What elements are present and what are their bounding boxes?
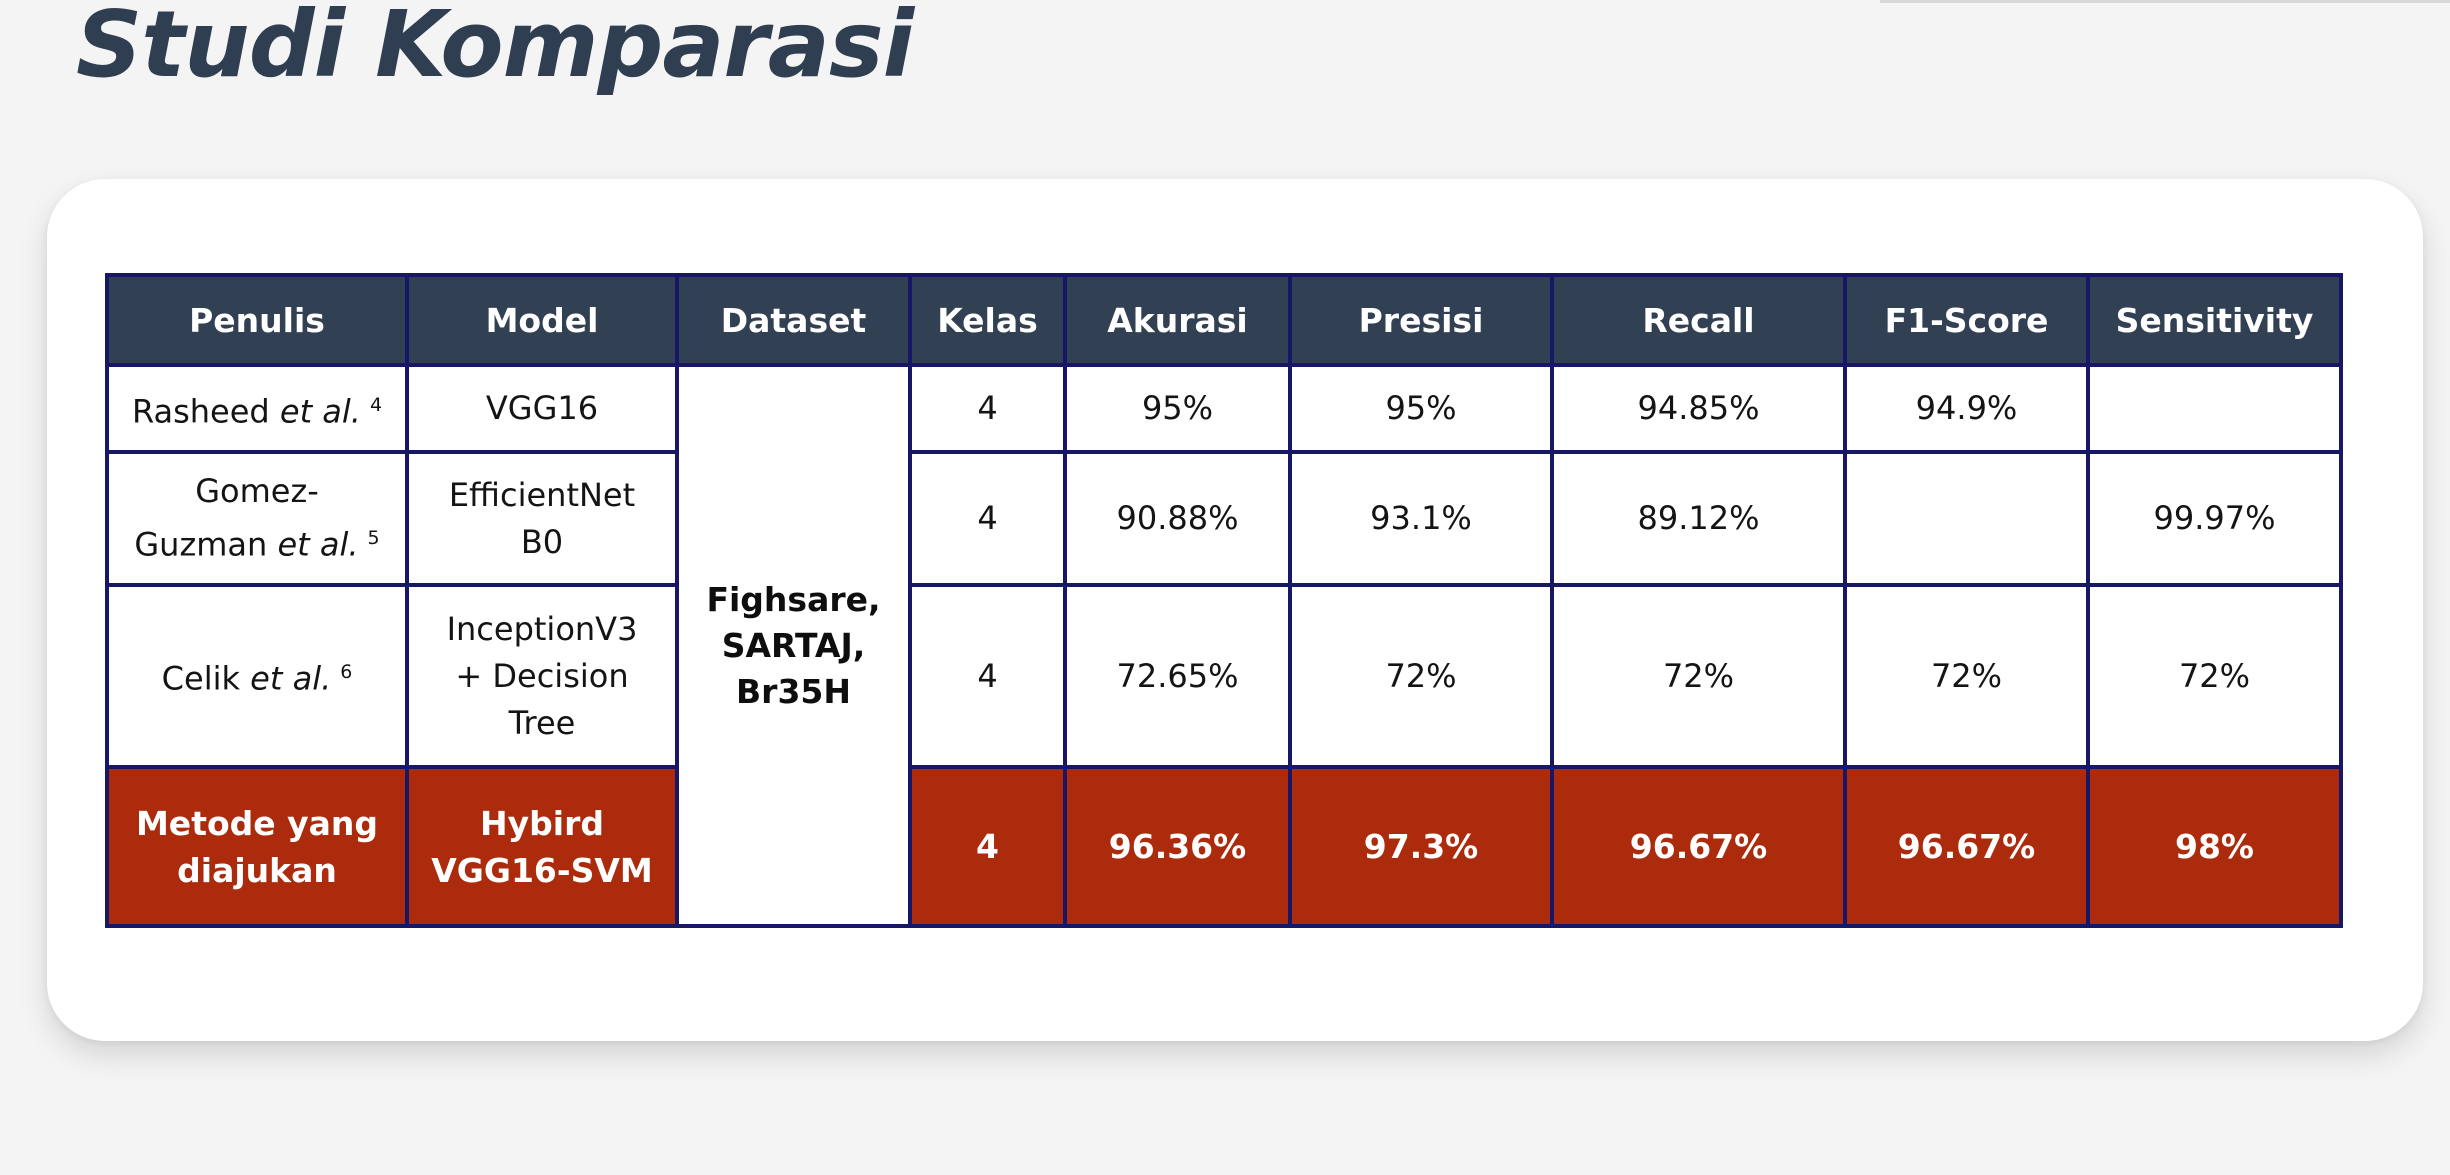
reference-number: 5: [367, 527, 380, 550]
model-name: VGG16-SVM: [431, 850, 653, 890]
recall-cell: 89.12%: [1550, 450, 1847, 587]
model-cell: Hybird VGG16-SVM: [405, 765, 679, 928]
model-cell: InceptionV3 + Decision Tree: [405, 583, 679, 769]
page-title: Studi Komparasi: [76, 0, 914, 98]
header-penulis: Penulis: [105, 273, 409, 367]
sensitivity-cell: 72%: [2086, 583, 2343, 769]
model-name: InceptionV3: [446, 609, 638, 648]
akurasi-cell: 72.65%: [1063, 583, 1292, 769]
presisi-cell: 95%: [1288, 363, 1554, 454]
author-name: Guzman: [134, 525, 268, 564]
author-cell: Rasheed et al. 4: [105, 363, 409, 454]
header-sensitivity: Sensitivity: [2086, 273, 2343, 367]
presisi-cell: 97.3%: [1288, 765, 1554, 928]
proposed-method-row: Metode yang diajukan Hybird VGG16-SVM 4 …: [105, 765, 2343, 928]
kelas-cell: 4: [908, 765, 1067, 928]
kelas-cell: 4: [908, 583, 1067, 769]
author-name: Metode yang: [135, 803, 379, 843]
recall-cell: 94.85%: [1550, 363, 1847, 454]
table-row: Celik et al. 6 InceptionV3 + Decision Tre…: [105, 583, 2343, 769]
sensitivity-cell: 99.97%: [2086, 450, 2343, 587]
header-model: Model: [405, 273, 679, 367]
kelas-cell: 4: [908, 450, 1067, 587]
model-name: VGG16: [485, 389, 599, 427]
presisi-cell: 72%: [1288, 583, 1554, 769]
author-name: Rasheed: [131, 392, 270, 431]
et-al-text: et al.: [279, 392, 361, 431]
author-name: Celik: [161, 659, 240, 698]
author-name: diajukan: [177, 850, 337, 890]
author-cell: Celik et al. 6: [105, 583, 409, 769]
f1-score-cell: 72%: [1843, 583, 2090, 769]
reference-number: 6: [340, 661, 353, 684]
akurasi-cell: 96.36%: [1063, 765, 1292, 928]
akurasi-cell: 90.88%: [1063, 450, 1292, 587]
et-al-text: et al.: [277, 525, 359, 564]
dataset-cell: Fighsare, SARTAJ, Br35H: [675, 363, 912, 928]
f1-score-cell: 96.67%: [1843, 765, 2090, 928]
f1-score-cell: [1843, 450, 2090, 587]
header-f1-score: F1-Score: [1843, 273, 2090, 367]
f1-score-cell: 94.9%: [1843, 363, 2090, 454]
model-cell: VGG16: [405, 363, 679, 454]
header-akurasi: Akurasi: [1063, 273, 1292, 367]
kelas-cell: 4: [908, 363, 1067, 454]
author-name: Gomez-: [195, 472, 319, 511]
table-row: Rasheed et al. 4 VGG16 Fighsare, SARTAJ, …: [105, 363, 2343, 928]
recall-cell: 96.67%: [1550, 765, 1847, 928]
sensitivity-cell: 98%: [2086, 765, 2343, 928]
dataset-line: SARTAJ,: [721, 625, 866, 665]
recall-cell: 72%: [1550, 583, 1847, 769]
header-dataset: Dataset: [675, 273, 912, 367]
model-name: + Decision: [455, 656, 629, 695]
header-presisi: Presisi: [1288, 273, 1554, 367]
model-name: B0: [520, 522, 564, 561]
table-row: Gomez- Guzman et al. 5 EfficientNet B0 4 …: [105, 450, 2343, 587]
top-divider-line: [1880, 0, 2450, 3]
author-cell: Gomez- Guzman et al. 5: [105, 450, 409, 587]
dataset-line: Fighsare,: [706, 579, 881, 619]
reference-number: 4: [369, 393, 383, 416]
model-name: Tree: [508, 703, 576, 742]
akurasi-cell: 95%: [1063, 363, 1292, 454]
model-cell: EfficientNet B0: [405, 450, 679, 587]
dataset-line: Br35H: [736, 671, 851, 711]
et-al-text: et al.: [250, 659, 332, 698]
table-header-row: Penulis Model Dataset Kelas Akurasi Pres…: [105, 273, 2343, 367]
header-recall: Recall: [1550, 273, 1847, 367]
author-cell: Metode yang diajukan: [105, 765, 409, 928]
sensitivity-cell: [2086, 363, 2343, 454]
header-kelas: Kelas: [908, 273, 1067, 367]
comparison-table: Penulis Model Dataset Kelas Akurasi Pres…: [105, 273, 2343, 928]
model-name: Hybird: [480, 803, 604, 843]
presisi-cell: 93.1%: [1288, 450, 1554, 587]
model-name: EfficientNet: [448, 475, 636, 514]
